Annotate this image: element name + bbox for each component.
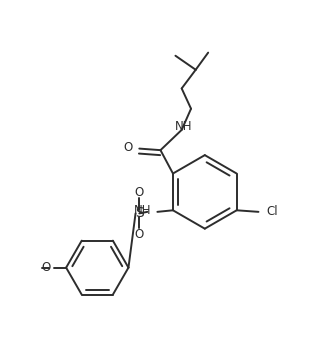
Text: O: O	[135, 186, 144, 199]
Text: O: O	[135, 228, 144, 241]
Text: S: S	[135, 206, 144, 220]
Text: Cl: Cl	[266, 205, 278, 218]
Text: NH: NH	[174, 120, 192, 132]
Text: NH: NH	[134, 205, 152, 218]
Text: O: O	[41, 261, 51, 274]
Text: O: O	[123, 141, 132, 154]
